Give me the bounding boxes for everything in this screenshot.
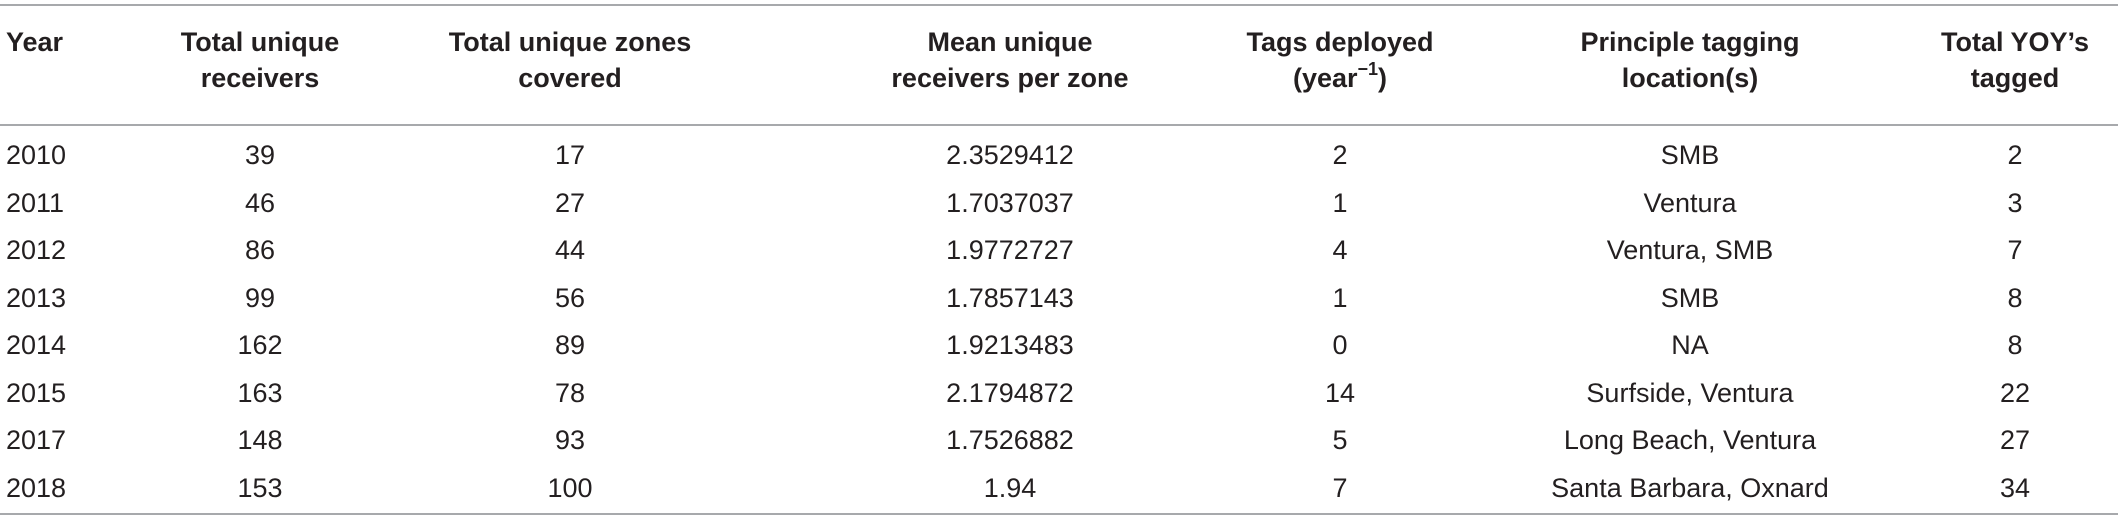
- cell-tags-deployed: 7: [1332, 472, 1348, 503]
- cell-year: 2018: [6, 472, 67, 503]
- cell-total-yoys-tagged: 8: [2007, 282, 2023, 313]
- header-line: covered: [518, 63, 622, 93]
- table-bottom-rule: [0, 513, 2118, 515]
- cell-mean-unique-receivers: 1.9213483: [946, 330, 1074, 360]
- cell-total-unique-receivers: 148: [237, 425, 283, 455]
- cell-total-unique-receivers: 163: [237, 377, 283, 408]
- cell-tags-deployed: 1: [1332, 282, 1348, 313]
- cell-total-unique-zones: 56: [554, 282, 586, 313]
- cell-mean-unique-receivers: 1.94: [983, 472, 1037, 503]
- cell-tagging-location: Long Beach, Ventura: [1563, 425, 1817, 455]
- header-line-part: ): [1378, 63, 1388, 93]
- cell-total-unique-zones: 93: [554, 425, 586, 455]
- header-line: Mean unique: [927, 27, 1093, 57]
- header-year-label: Year: [6, 27, 64, 57]
- table-row: 2014 162 89 1.9213483 0 NA 8: [0, 322, 2118, 370]
- cell-year: 2017: [6, 425, 67, 455]
- cell-mean-unique-receivers: 1.9772727: [946, 235, 1074, 265]
- cell-year: 2015: [6, 377, 67, 408]
- table-row: 2017 148 93 1.7526882 5 Long Beach, Vent…: [0, 417, 2118, 465]
- cell-tagging-location: NA: [1671, 330, 1709, 360]
- cell-year: 2014: [6, 330, 67, 360]
- cell-mean-unique-receivers: 2.3529412: [946, 140, 1074, 170]
- table-header-rule: [0, 124, 2118, 126]
- header-line: receivers per zone: [891, 63, 1129, 93]
- cell-tagging-location: SMB: [1660, 282, 1720, 313]
- cell-tags-deployed: 4: [1332, 235, 1348, 265]
- cell-tags-deployed: 0: [1332, 330, 1348, 360]
- cell-tags-deployed: 1: [1332, 187, 1348, 218]
- cell-year: 2011: [6, 187, 65, 218]
- cell-tagging-location: Surfside, Ventura: [1586, 377, 1794, 408]
- cell-total-yoys-tagged: 7: [2007, 235, 2023, 265]
- cell-total-yoys-tagged: 8: [2007, 330, 2023, 360]
- cell-year: 2013: [6, 282, 67, 313]
- cell-total-unique-zones: 100: [547, 472, 593, 503]
- header-line: (year−1): [1220, 60, 1460, 96]
- header-mean-unique-receivers: Mean unique receivers per zone: [870, 24, 1150, 96]
- cell-total-unique-zones: 44: [554, 235, 586, 265]
- cell-tagging-location: Santa Barbara, Oxnard: [1551, 472, 1829, 503]
- table-row: 2012 86 44 1.9772727 4 Ventura, SMB 7: [0, 227, 2118, 275]
- table-row: 2015 163 78 2.1794872 14 Surfside, Ventu…: [0, 370, 2118, 418]
- header-total-unique-zones: Total unique zones covered: [430, 24, 710, 96]
- cell-total-unique-receivers: 39: [244, 140, 276, 170]
- cell-year: 2010: [6, 140, 67, 170]
- cell-tagging-location: SMB: [1660, 140, 1720, 170]
- header-tags-deployed: Tags deployed (year−1): [1220, 24, 1460, 96]
- table-row: 2011 46 27 1.7037037 1 Ventura 3: [0, 180, 2118, 228]
- header-line: Tags deployed: [1246, 27, 1434, 57]
- cell-tagging-location: Ventura, SMB: [1606, 235, 1774, 265]
- cell-mean-unique-receivers: 2.1794872: [946, 377, 1074, 408]
- header-line: Total unique: [180, 27, 340, 57]
- header-line: Total YOY’s: [1940, 27, 2090, 57]
- header-line: receivers: [200, 63, 320, 93]
- header-line: location(s): [1621, 63, 1759, 93]
- cell-total-unique-receivers: 46: [244, 187, 276, 218]
- cell-total-unique-zones: 78: [554, 377, 586, 408]
- cell-total-unique-receivers: 86: [244, 235, 276, 265]
- cell-tags-deployed: 5: [1332, 425, 1348, 455]
- header-superscript: −1: [1357, 59, 1379, 79]
- cell-total-yoys-tagged: 3: [2007, 187, 2023, 218]
- header-total-yoys-tagged: Total YOY’s tagged: [1920, 24, 2110, 96]
- cell-mean-unique-receivers: 1.7857143: [946, 282, 1074, 313]
- cell-year: 2012: [6, 235, 67, 265]
- table-header-row: Year Total unique receivers Total unique…: [0, 24, 2118, 104]
- cell-mean-unique-receivers: 1.7526882: [946, 425, 1074, 455]
- cell-total-unique-receivers: 162: [237, 330, 283, 360]
- header-line: Total unique zones: [448, 27, 692, 57]
- header-year: Year: [6, 24, 106, 60]
- cell-total-unique-zones: 17: [554, 140, 586, 170]
- header-total-unique-receivers: Total unique receivers: [150, 24, 370, 96]
- cell-total-unique-receivers: 99: [244, 282, 276, 313]
- cell-total-yoys-tagged: 27: [1999, 425, 2031, 455]
- cell-tags-deployed: 14: [1324, 377, 1356, 408]
- cell-tagging-location: Ventura: [1643, 187, 1737, 218]
- table-body: 2010 39 17 2.3529412 2 SMB 2 2011 46 27 …: [0, 132, 2118, 512]
- cell-total-yoys-tagged: 2: [2007, 140, 2023, 170]
- header-line: Principle tagging: [1580, 27, 1800, 57]
- header-principle-tagging-location: Principle tagging location(s): [1520, 24, 1860, 96]
- header-line: tagged: [1970, 63, 2060, 93]
- table-row: 2018 153 100 1.94 7 Santa Barbara, Oxnar…: [0, 465, 2118, 513]
- cell-total-unique-zones: 89: [554, 330, 586, 360]
- cell-total-yoys-tagged: 22: [1999, 377, 2031, 408]
- cell-total-unique-receivers: 153: [237, 472, 283, 503]
- cell-tags-deployed: 2: [1332, 140, 1348, 170]
- table-row: 2013 99 56 1.7857143 1 SMB 8: [0, 275, 2118, 323]
- cell-mean-unique-receivers: 1.7037037: [946, 187, 1074, 218]
- table-row: 2010 39 17 2.3529412 2 SMB 2: [0, 132, 2118, 180]
- cell-total-unique-zones: 27: [554, 187, 586, 218]
- cell-total-yoys-tagged: 34: [1999, 472, 2031, 503]
- header-line-part: (year: [1292, 63, 1358, 93]
- table-top-rule: [0, 4, 2118, 6]
